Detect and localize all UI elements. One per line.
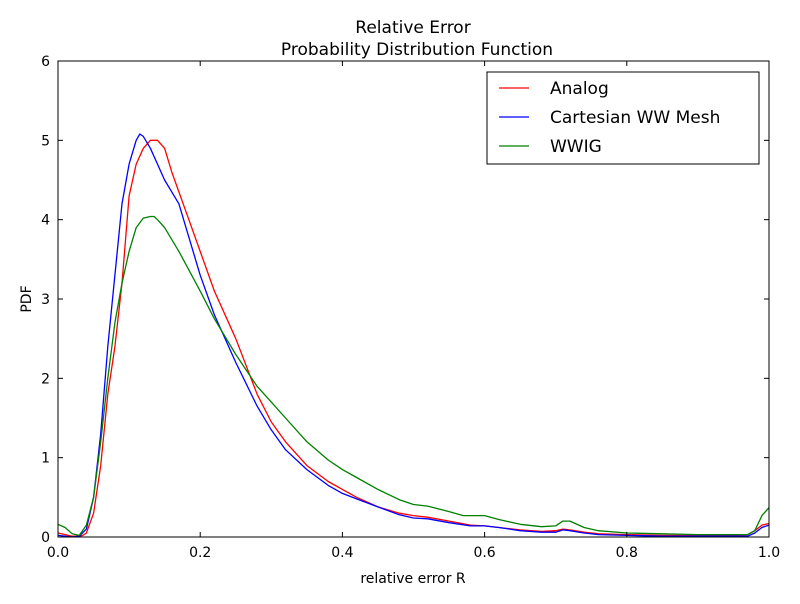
x-tick-label: 0.0 <box>47 545 69 561</box>
y-tick-label: 0 <box>41 530 50 546</box>
series-group <box>58 133 769 537</box>
y-tick-label: 4 <box>41 213 50 229</box>
series-line-analog <box>58 139 769 537</box>
x-tick-label: 1.0 <box>758 545 780 561</box>
chart-subtitle: Probability Distribution Function <box>281 40 553 60</box>
legend-label-cartesian-ww-mesh: Cartesian WW Mesh <box>550 108 720 128</box>
y-tick-label: 3 <box>41 292 50 308</box>
legend-label-wwig: WWIG <box>550 137 602 157</box>
legend: Analog Cartesian WW Mesh WWIG <box>486 71 760 165</box>
legend-box <box>486 71 760 165</box>
x-tick-label: 0.2 <box>189 545 211 561</box>
series-line-cartesian-ww-mesh <box>58 133 769 537</box>
y-tick-label: 2 <box>41 371 50 387</box>
chart-title: Relative Error <box>355 18 470 38</box>
y-axis-label: PDF <box>19 285 35 312</box>
x-tick-label: 0.8 <box>616 545 638 561</box>
legend-label-analog: Analog <box>550 79 609 99</box>
y-tick-label: 6 <box>41 54 50 70</box>
x-axis-label: relative error R <box>360 571 466 587</box>
y-tick-label: 1 <box>41 451 50 467</box>
x-tick-label: 0.4 <box>331 545 353 561</box>
y-tick-label: 5 <box>41 133 50 149</box>
x-tick-label: 0.6 <box>473 545 495 561</box>
x-axis: 0.0 0.2 0.4 0.6 0.8 1.0 <box>47 61 780 561</box>
series-line-wwig <box>58 215 769 537</box>
y-axis: 0 1 2 3 4 5 6 <box>41 54 769 546</box>
